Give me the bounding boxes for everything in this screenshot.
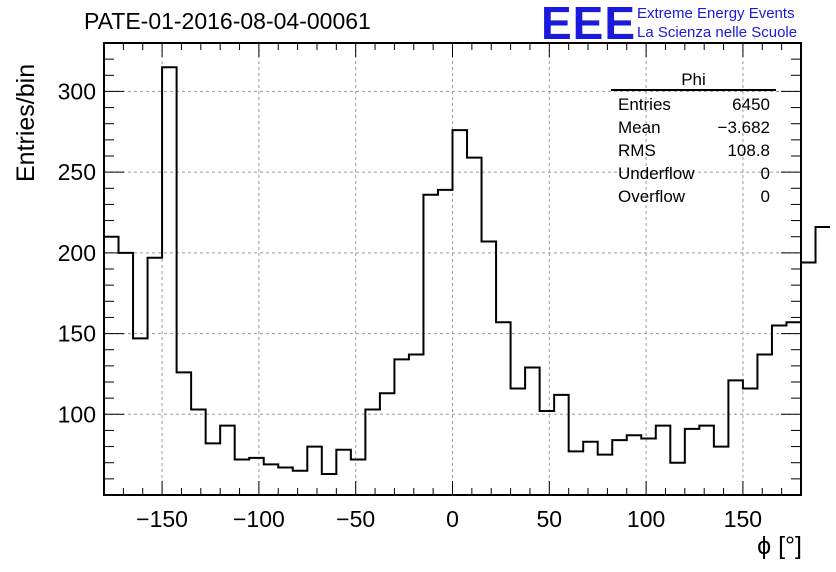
stats-label: RMS	[618, 141, 656, 160]
x-tick-label: 100	[627, 506, 665, 532]
y-tick-labels: 100 150 200 250 300	[58, 78, 96, 427]
stats-label: Underflow	[618, 164, 695, 183]
stats-value: −3.682	[717, 118, 770, 137]
stats-title: Phi	[611, 71, 776, 91]
stats-row-overflow: Overflow 0	[611, 185, 776, 208]
stats-row-mean: Mean −3.682	[611, 116, 776, 139]
x-tick-label: −50	[336, 506, 375, 532]
plot-title: PATE-01-2016-08-04-00061	[84, 8, 371, 34]
stats-row-rms: RMS 108.8	[611, 139, 776, 162]
x-axis-label: ϕ [°]	[757, 532, 802, 560]
axis-ticks	[103, 42, 802, 495]
stats-value: 0	[760, 187, 770, 206]
x-tick-label: 50	[537, 506, 563, 532]
y-axis-label: Entries/bin	[12, 63, 40, 182]
y-tick-label: 200	[58, 240, 96, 266]
stats-label: Overflow	[618, 187, 686, 206]
stats-value: 6450	[732, 95, 770, 114]
x-tick-label: 0	[446, 506, 459, 532]
logo-caption-line2: La Scienza nelle Scuole	[637, 24, 798, 41]
logo-caption: Extreme Energy Events La Scienza nelle S…	[637, 4, 797, 42]
y-tick-label: 150	[58, 321, 96, 347]
x-tick-label: −150	[136, 506, 188, 532]
x-tick-label: 150	[724, 506, 762, 532]
histogram-step-line	[104, 66, 831, 476]
x-tick-label: −100	[233, 506, 285, 532]
stats-value: 0	[760, 164, 770, 183]
stats-value: 108.8	[727, 141, 770, 160]
stats-label: Mean	[618, 118, 661, 137]
logo-caption-line1: Extreme Energy Events	[637, 5, 795, 22]
stats-row-underflow: Underflow 0	[611, 162, 776, 185]
stats-row-entries: Entries 6450	[611, 93, 776, 116]
y-tick-label: 250	[58, 159, 96, 185]
stats-box: Phi Entries 6450 Mean −3.682 RMS 108.8 U…	[611, 71, 776, 208]
y-tick-label: 300	[58, 78, 96, 104]
stats-label: Entries	[618, 95, 671, 114]
eee-logo: EEE	[541, 0, 637, 49]
y-tick-label: 100	[58, 401, 96, 427]
x-tick-labels: −150 −100 −50 0 50 100 150	[136, 506, 762, 532]
